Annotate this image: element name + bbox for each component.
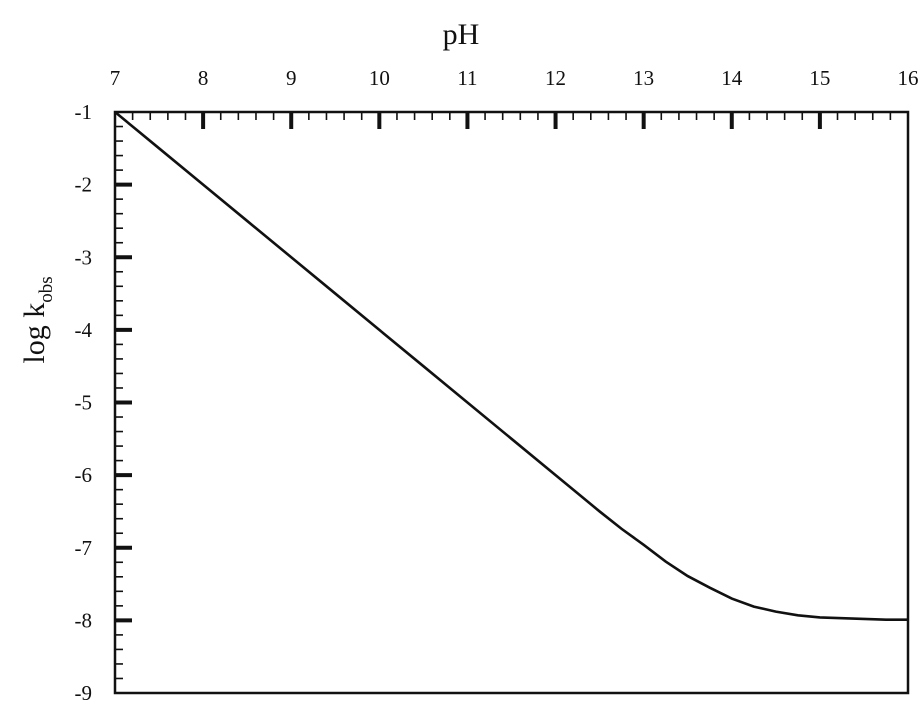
plot-frame xyxy=(113,110,910,695)
x-tick-labels: 7 8 9 10 11 12 13 14 15 16 xyxy=(110,66,919,90)
x-tick-label: 16 xyxy=(898,66,919,90)
x-tick-label: 15 xyxy=(809,66,830,90)
y-tick-labels: -1 -2 -3 -4 -5 -6 -7 -8 -9 xyxy=(75,100,93,705)
x-tick-label: 7 xyxy=(110,66,121,90)
y-tick-label: -1 xyxy=(75,100,93,124)
x-axis-title: pH xyxy=(443,18,480,51)
x-tick-label: 14 xyxy=(721,66,743,90)
x-tick-label: 13 xyxy=(633,66,654,90)
y-tick-label: -4 xyxy=(75,318,93,342)
y-tick-label: -7 xyxy=(75,536,93,560)
y-tick-label: -3 xyxy=(75,245,93,269)
x-tick-label: 8 xyxy=(198,66,209,90)
y-tick-label: -5 xyxy=(75,391,93,415)
major-ticks xyxy=(115,112,822,623)
y-axis-title-sub: obs xyxy=(36,276,57,302)
y-tick-label: -9 xyxy=(75,681,93,705)
x-tick-label: 9 xyxy=(286,66,297,90)
series-line xyxy=(114,110,908,621)
y-axis-title: log kobs xyxy=(18,276,57,363)
x-tick-label: 11 xyxy=(457,66,477,90)
y-tick-label: -8 xyxy=(75,608,93,632)
minor-ticks xyxy=(115,112,892,680)
y-tick-label: -2 xyxy=(75,173,93,197)
y-tick-label: -6 xyxy=(75,463,93,487)
x-tick-label: 12 xyxy=(545,66,566,90)
y-axis-title-main: log k xyxy=(18,303,51,364)
x-tick-label: 10 xyxy=(369,66,390,90)
